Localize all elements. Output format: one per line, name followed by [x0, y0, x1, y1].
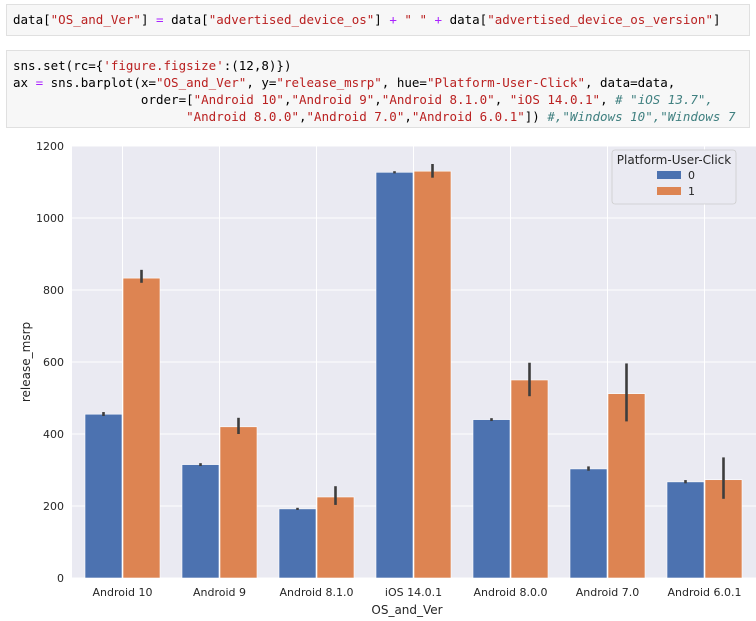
code-cell-2[interactable]: sns.set(rc={'figure.figsize':(12,8)}) ax … — [6, 50, 750, 128]
code-token: ]) — [524, 109, 548, 124]
code-token: , — [494, 92, 510, 107]
code-token: data[ — [13, 12, 51, 27]
bar-series-0 — [375, 171, 414, 579]
code-token — [427, 12, 435, 27]
bar-chart: 0 200 400 600 800 1000 1200 Android 10 Android … — [19, 140, 756, 617]
code-token: ax — [13, 75, 36, 90]
bar-series-1 — [413, 170, 452, 579]
legend-title: Platform-User-Click — [617, 153, 731, 167]
legend-swatch-1 — [657, 187, 681, 195]
y-tick-label: 1000 — [36, 212, 64, 225]
code-token: "Android 8.1.0" — [381, 92, 495, 107]
code-token: "Platform-User-Click" — [426, 75, 585, 90]
code-token: + — [434, 12, 443, 27]
legend-label-1: 1 — [688, 185, 695, 198]
bar-series-1 — [510, 379, 549, 579]
legend-label-0: 0 — [688, 169, 695, 182]
code-token: "OS_and_Ver" — [50, 12, 141, 27]
bar-series-0 — [84, 413, 123, 579]
code-token: = — [35, 75, 44, 90]
code-token: "Android 8.0.0" — [186, 109, 299, 124]
code-token: ] — [712, 12, 721, 27]
x-axis-label: OS_and_Ver — [371, 603, 442, 617]
code-token: 'figure.figsize' — [103, 58, 224, 73]
code-token: "Android 9" — [291, 92, 375, 107]
code-token: # "iOS 13.7", — [615, 92, 713, 107]
bar-series-1 — [122, 277, 161, 579]
bar-series-0 — [666, 481, 705, 579]
code-token: , — [298, 109, 307, 124]
code-token: , — [404, 109, 412, 124]
code-token: + — [389, 12, 397, 27]
x-tick-label: iOS 14.0.1 — [385, 586, 442, 599]
x-tick-label: Android 6.0.1 — [667, 586, 741, 599]
y-axis-label: release_msrp — [19, 322, 33, 402]
bar-series-1 — [607, 393, 646, 579]
code-line: ax = sns.barplot(x="OS_and_Ver", y="rele… — [13, 74, 743, 91]
legend-swatch-0 — [657, 171, 681, 179]
code-token: "Android 10" — [193, 92, 284, 107]
code-token: ] — [374, 12, 390, 27]
code-token: , — [374, 92, 382, 107]
code-token — [13, 109, 186, 124]
code-cell-1[interactable]: data["OS_and_Ver"] = data["advertised_de… — [6, 4, 750, 36]
y-tick-label: 400 — [43, 428, 64, 441]
code-line: sns.set(rc={'figure.figsize':(12,8)}) — [13, 57, 743, 74]
y-tick-label: 200 — [43, 500, 64, 513]
code-token: = — [156, 12, 164, 27]
y-tick-label: 0 — [57, 572, 64, 585]
code-token: " " — [404, 12, 427, 27]
code-token: :(12,8)}) — [223, 58, 292, 73]
code-line: order=["Android 10","Android 9","Android… — [13, 91, 743, 108]
code-token: "advertised_device_os_version" — [487, 12, 713, 27]
x-tick-label: Android 7.0 — [576, 586, 640, 599]
code-token: , data=data, — [584, 75, 676, 90]
bar-series-0 — [569, 468, 608, 579]
code-line: "Android 8.0.0","Android 7.0","Android 6… — [13, 108, 743, 125]
code-token: "release_msrp" — [276, 75, 382, 90]
code-token: , — [283, 92, 292, 107]
bar-series-1 — [219, 426, 258, 579]
bar-series-0 — [181, 464, 220, 579]
bar-series-0 — [472, 419, 511, 579]
code-token: "iOS 14.0.1" — [509, 92, 601, 107]
code-token: "advertised_device_os" — [208, 12, 375, 27]
y-tick-label: 800 — [43, 284, 64, 297]
x-tick-label: Android 9 — [193, 586, 246, 599]
code-token: ] — [140, 12, 157, 27]
legend: Platform-User-Click 0 1 — [611, 149, 737, 205]
bar-series-1 — [316, 496, 355, 579]
code-token: data[ — [442, 12, 488, 27]
code-token: "OS_and_Ver" — [156, 75, 247, 90]
code-token: sns.barplot(x= — [43, 75, 156, 90]
code-token: #,"Windows 10","Windows 7 — [547, 109, 736, 124]
y-tick-label: 600 — [43, 356, 64, 369]
code-token: , hue= — [381, 75, 427, 90]
x-tick-label: Android 10 — [92, 586, 152, 599]
x-tick-label: Android 8.1.0 — [279, 586, 353, 599]
code-token: sns.set(rc={ — [13, 58, 104, 73]
code-token: "Android 6.0.1" — [411, 109, 525, 124]
code-token: "Android 7.0" — [306, 109, 405, 124]
code-token: order=[ — [13, 92, 194, 107]
y-tick-label: 1200 — [36, 140, 64, 153]
code-token: , y= — [246, 75, 277, 90]
x-tick-label: Android 8.0.0 — [473, 586, 547, 599]
code-token: data[ — [163, 12, 209, 27]
bar-series-0 — [278, 508, 317, 579]
code-token: , — [600, 92, 616, 107]
